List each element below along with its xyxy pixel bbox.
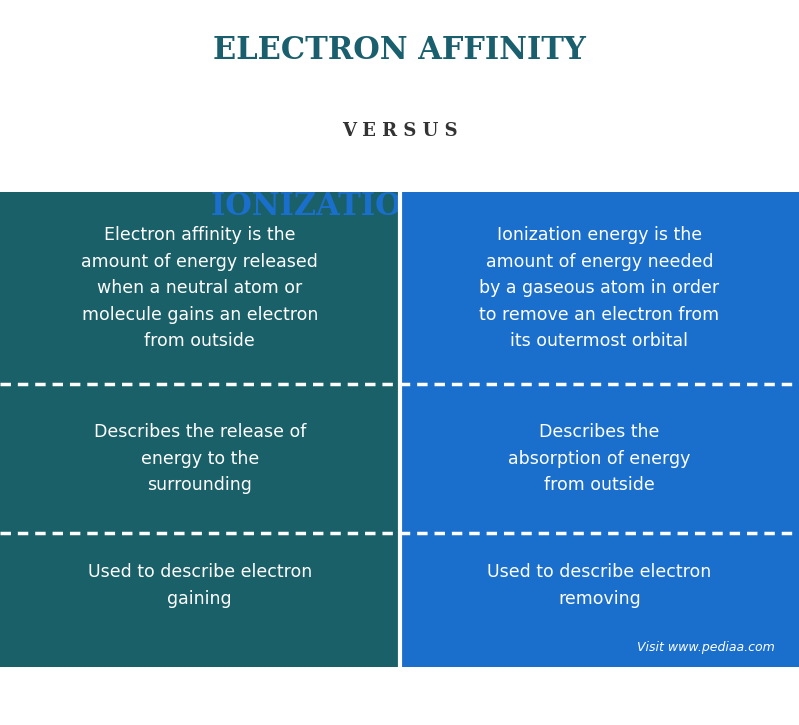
Bar: [0, 192, 400, 384]
Text: Used to describe electron
gaining: Used to describe electron gaining: [88, 563, 312, 608]
Text: IONIZATION ENERGY: IONIZATION ENERGY: [211, 191, 588, 222]
Text: Describes the release of
energy to the
surrounding: Describes the release of energy to the s…: [93, 423, 306, 494]
Text: ELECTRON AFFINITY: ELECTRON AFFINITY: [213, 36, 586, 66]
Text: Used to describe electron
removing: Used to describe electron removing: [487, 563, 711, 608]
Text: Ionization energy is the
amount of energy needed
by a gaseous atom in order
to r: Ionization energy is the amount of energ…: [479, 226, 719, 350]
Bar: [0, 533, 400, 667]
Bar: [400, 192, 799, 384]
Text: V E R S U S: V E R S U S: [342, 122, 457, 139]
Text: Describes the
absorption of energy
from outside: Describes the absorption of energy from …: [508, 423, 690, 494]
Text: Electron affinity is the
amount of energy released
when a neutral atom or
molecu: Electron affinity is the amount of energ…: [81, 226, 318, 350]
Text: Visit www.pediaa.com: Visit www.pediaa.com: [638, 641, 775, 654]
Bar: [400, 533, 799, 667]
Bar: [0, 384, 400, 533]
Bar: [400, 384, 799, 533]
